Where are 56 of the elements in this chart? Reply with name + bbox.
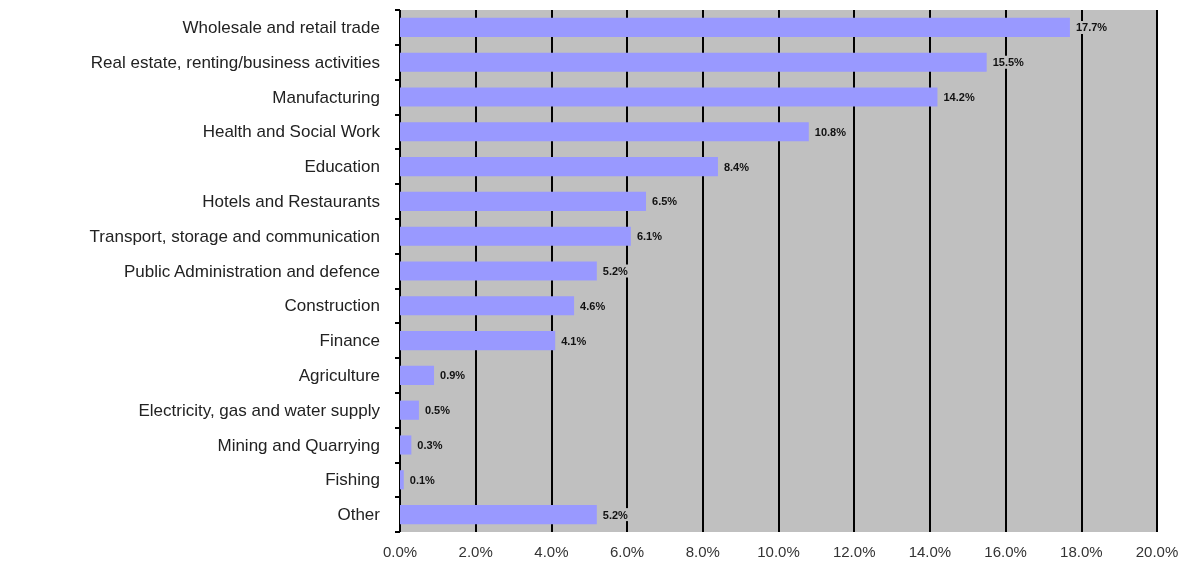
x-tick-label: 6.0%: [610, 543, 645, 560]
bar: [400, 400, 419, 420]
bar: [400, 157, 718, 177]
bar: [400, 331, 556, 351]
x-tick-label: 4.0%: [534, 543, 569, 560]
data-label: 8.4%: [723, 160, 750, 173]
y-tick-label: Transport, storage and communication: [89, 226, 380, 246]
y-tick-label: Construction: [284, 296, 380, 316]
bar: [400, 435, 412, 455]
y-tick-label: Public Administration and defence: [123, 261, 380, 281]
y-tick-label: Education: [304, 157, 380, 177]
x-tick-label: 0.0%: [382, 543, 418, 560]
x-tick-label: 20.0%: [1135, 543, 1179, 560]
data-label: 4.6%: [580, 299, 606, 312]
bar: [400, 87, 938, 107]
x-tick-label: 14.0%: [908, 543, 952, 560]
data-label: 0.9%: [440, 369, 466, 382]
y-tick-label: Hotels and Restaurants: [202, 191, 380, 211]
data-label: 6.5%: [652, 195, 678, 208]
bar: [400, 17, 1070, 37]
x-tick-label: 2.0%: [458, 543, 493, 560]
bar: [400, 226, 631, 246]
data-label: 17.7%: [1075, 21, 1108, 34]
bar: [400, 52, 987, 72]
y-tick-label: Fishing: [325, 470, 380, 490]
data-label: 6.1%: [636, 230, 663, 243]
data-label: 10.8%: [814, 125, 847, 138]
y-tick-label: Manufacturing: [272, 87, 380, 107]
y-tick-label: Wholesale and retail trade: [182, 17, 380, 37]
bar: [400, 261, 597, 281]
x-tick-label: 8.0%: [685, 543, 720, 560]
y-tick-label: Health and Social Work: [202, 122, 381, 142]
data-label: 4.1%: [561, 334, 587, 347]
y-tick-label: Other: [337, 505, 381, 525]
data-label: 0.5%: [424, 404, 451, 417]
data-label: 14.2%: [943, 91, 975, 103]
bar: [400, 296, 575, 316]
y-tick-label: Mining and Quarrying: [217, 435, 380, 455]
y-tick-label: Agriculture: [298, 365, 380, 385]
bar: [400, 122, 809, 142]
data-label: 5.2%: [602, 265, 629, 277]
y-tick-label: Electricity, gas and water supply: [138, 400, 381, 420]
x-tick-label: 12.0%: [832, 543, 876, 560]
y-tick-label: Real estate, renting/business activities: [90, 52, 380, 72]
bar: [400, 505, 597, 525]
data-label: 5.2%: [602, 508, 629, 521]
x-tick-label: 10.0%: [757, 543, 800, 560]
bar: [400, 470, 404, 490]
y-tick-label: Finance: [319, 331, 380, 351]
bar: [400, 191, 647, 211]
data-label: 0.3%: [417, 439, 443, 451]
bar: [400, 365, 435, 385]
data-label: 15.5%: [992, 56, 1025, 69]
data-label: 0.1%: [409, 473, 436, 486]
x-tick-label: 16.0%: [984, 543, 1027, 560]
x-tick-label: 18.0%: [1060, 543, 1103, 560]
